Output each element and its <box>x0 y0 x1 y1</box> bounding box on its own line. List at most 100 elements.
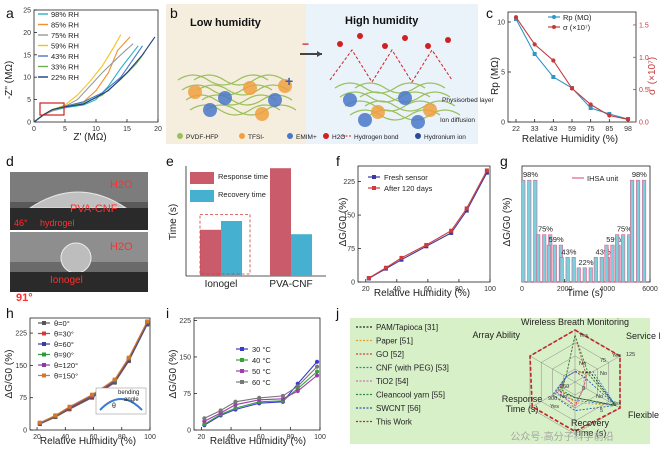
panel-j-ring-label: Yes <box>579 333 588 339</box>
panel-g-pulse-label: 75% <box>617 225 632 234</box>
panel-f-xlabel: Relative Humidity (%) <box>374 288 470 299</box>
panel-i-legend-label: 40 °C <box>252 356 271 365</box>
panel-a-xtick-label: 5 <box>63 126 67 133</box>
panel-i-series-point <box>280 396 286 401</box>
panel-g-pulse-bar <box>571 257 576 283</box>
panel-i-xtick-label: 40 <box>227 434 235 441</box>
panel-i-series-point <box>257 395 262 400</box>
panel-i-xtick-label: 100 <box>314 434 326 441</box>
panel-i: i ΔG/G0 (%) Relative Humidity (%) 20 40 60… <box>166 305 326 447</box>
panel-i-legend-label: 30 °C <box>252 345 271 354</box>
panel-h-xtick-label: 100 <box>144 434 156 441</box>
panel-h-ytick-label: 225 <box>15 331 27 338</box>
panel-h-xtick-label: 20 <box>33 434 41 441</box>
panel-e: e Time (s) Ionogel PVA-CNF Response time Re… <box>166 153 326 290</box>
panel-h-series-point <box>37 420 42 425</box>
panel-c-legend-marker <box>552 25 556 29</box>
panel-h-xtick-label: 60 <box>90 434 98 441</box>
panel-j-legend-label: This Work <box>376 418 413 427</box>
panel-b-ion-cluster <box>398 91 412 105</box>
panel-f: f ΔG/G0 (%) Relative Humidity (%) 20 40 60… <box>336 153 496 299</box>
panel-h-legend-label: θ=60° <box>54 340 74 349</box>
panel-f-series-point <box>484 170 489 175</box>
panel-g-pulse-bar <box>588 267 593 283</box>
panel-i-series-point <box>202 419 207 424</box>
panel-d-substrate-bottom <box>10 272 148 292</box>
panel-c-legend-label: σ (×10⁷) <box>563 23 591 32</box>
panel-i-legend-label: 50 °C <box>252 367 271 376</box>
panel-b-ion-cluster <box>343 93 357 107</box>
panel-a-ytick-label: 20 <box>23 30 31 37</box>
panel-f-series-point <box>424 242 429 247</box>
panel-g-pulse-bar <box>527 179 532 283</box>
panel-g: g ΔG/G0 (%) Time (s) 0 2000 4000 6000 98% 75%… <box>500 153 658 299</box>
panel-b-water-molecule <box>357 33 363 39</box>
panel-h-legend-marker <box>42 342 46 346</box>
panel-i-xtick-label: 60 <box>257 434 265 441</box>
panel-j-life-tick: 75 <box>600 358 606 364</box>
panel-b: b Low humidity High humidity −+ Physisor… <box>166 4 494 144</box>
panel-h-xlabel: Relative Humidity (%) <box>40 436 136 447</box>
panel-h-inset-theta: θ <box>112 403 116 410</box>
panel-j: j Wireless Breath Monitoring Service Life… <box>335 305 660 444</box>
panel-f-series-point <box>366 275 371 280</box>
panel-b-ion-cluster <box>268 93 282 107</box>
panel-g-pulse-bar <box>576 267 581 283</box>
panel-g-letter: g <box>500 153 508 169</box>
panel-h-frame <box>29 317 151 431</box>
panel-e-bar <box>221 221 242 276</box>
panel-i-series-point <box>280 393 286 399</box>
panel-c-xtick-label: 33 <box>531 126 539 133</box>
panel-b-ion-cluster <box>358 113 372 127</box>
panel-e-bar <box>200 229 221 276</box>
panel-i-xtick-label: 80 <box>286 434 294 441</box>
panel-j-spoke <box>529 355 576 383</box>
panel-g-pulse-bar <box>610 244 615 283</box>
panel-d-h2o-top: H2O <box>110 179 133 191</box>
panel-b-water-molecule <box>425 43 431 49</box>
panel-a-xtick-label: 20 <box>154 126 162 133</box>
panel-h-legend-marker <box>42 373 46 378</box>
panel-i-xlabel: Relative Humidity (%) <box>210 436 306 447</box>
panel-h-letter: h <box>6 305 14 321</box>
panel-i-series-point <box>314 373 320 378</box>
panel-i-letter: i <box>166 305 169 321</box>
panel-f-xtick-label: 60 <box>424 286 432 293</box>
panel-b-polymer-strand <box>364 100 456 112</box>
panel-i-series-point <box>202 416 207 421</box>
panel-b-ion-cluster <box>243 81 257 95</box>
panel-i-series-point <box>233 399 238 404</box>
panel-b-ion-cluster <box>278 79 292 93</box>
panel-d-droplet-bottom <box>60 242 92 274</box>
panel-j-letter: j <box>335 305 339 321</box>
panel-b-ion-cluster <box>203 103 217 117</box>
panel-f-legend-marker <box>372 175 376 179</box>
panel-c-series-point <box>569 86 575 91</box>
panel-h-series-point <box>67 404 72 409</box>
panel-b-polymer-strand <box>177 74 269 86</box>
panel-c: c Rp (MΩ) σ' (×10⁷) Relative Humidity (%… <box>486 5 658 145</box>
panel-g-pulse-label: 59% <box>549 235 564 244</box>
panel-e-letter: e <box>166 153 174 169</box>
panel-b-arrow-head <box>317 51 322 57</box>
panel-g-pulse-label: 59% <box>606 235 621 244</box>
panel-c-ytick-right-label: 1.0 <box>639 55 649 62</box>
panel-j-resp-tick: 900 <box>548 396 557 402</box>
panel-g-pulse-bar <box>542 234 547 283</box>
panel-h-legend-label: θ=30° <box>54 330 74 339</box>
panel-e-category-label: PVA-CNF <box>269 279 312 290</box>
panel-b-water-molecule <box>445 37 451 43</box>
panel-j-ring-label: Yes <box>612 401 621 407</box>
panel-c-ytick-right-label: 1.5 <box>639 22 649 29</box>
panel-j-legend-label: GO [52] <box>376 350 404 359</box>
panel-c-series-point <box>625 117 631 122</box>
panel-f-xtick-label: 40 <box>393 286 401 293</box>
panel-h-legend-label: θ=150° <box>54 372 78 381</box>
panel-g-pulse-bar <box>593 257 598 283</box>
panel-c-legend-label: Rp (MΩ) <box>563 13 592 22</box>
panel-i-legend-marker <box>240 358 244 362</box>
panel-f-legend-label: After 120 days <box>384 184 433 193</box>
panel-c-series-point <box>588 102 593 107</box>
panel-f-legend-marker <box>372 186 376 190</box>
panel-f-series-point <box>449 228 454 233</box>
